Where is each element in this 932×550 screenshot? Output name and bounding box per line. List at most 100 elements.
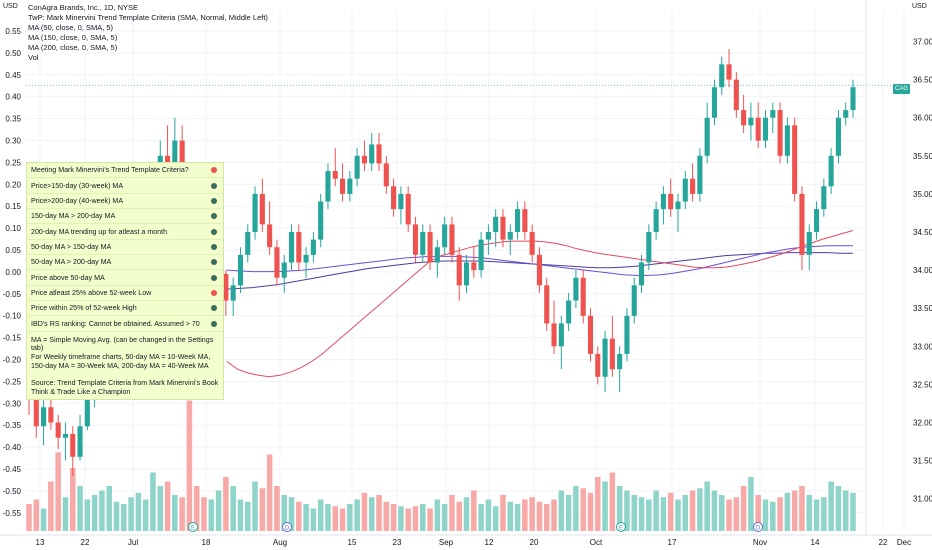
left-axis-tick-label: 0.00 bbox=[5, 268, 21, 277]
ma50-legend[interactable]: MA (50, close, 0, SMA, 5) bbox=[28, 23, 114, 32]
volume-bar bbox=[463, 497, 470, 531]
left-axis-tick-label: -0.35 bbox=[3, 421, 22, 430]
note-spacer bbox=[31, 370, 219, 379]
x-axis-tick-label: Aug bbox=[273, 538, 287, 547]
volume-bar bbox=[449, 495, 455, 531]
symbol-title[interactable]: ConAgra Brands, Inc., 1D, NYSE bbox=[28, 3, 139, 12]
left-axis-tick-label: -0.25 bbox=[3, 377, 22, 386]
candle-body bbox=[347, 178, 353, 194]
candle-body bbox=[303, 254, 309, 263]
right-axis-tick-label: 33.00 bbox=[913, 342, 932, 351]
event-marker-circle bbox=[188, 522, 198, 532]
candle-body bbox=[573, 277, 579, 301]
candle-body bbox=[442, 224, 448, 248]
criteria-row: Price atleast 25% above 52-week Low bbox=[27, 286, 223, 302]
volume-bar bbox=[478, 504, 484, 531]
volume-bar bbox=[697, 488, 703, 531]
right-axis-tick-label: 35.50 bbox=[913, 152, 932, 161]
candle-body bbox=[274, 247, 280, 278]
volume-bar bbox=[646, 499, 652, 531]
candle-body bbox=[536, 254, 542, 286]
volume-bar bbox=[631, 495, 638, 531]
volume-bar bbox=[638, 497, 645, 531]
volume-bar bbox=[157, 486, 164, 531]
volume-bar bbox=[48, 481, 54, 531]
volume-bar bbox=[813, 499, 820, 531]
event-marker-icon[interactable]: D bbox=[282, 522, 292, 532]
volume-bar bbox=[398, 506, 404, 531]
criteria-label: Price>200-day (40-week) MA bbox=[31, 196, 124, 205]
candle-body bbox=[456, 254, 462, 286]
candle-body bbox=[405, 193, 411, 225]
left-axis-tick-label: -0.40 bbox=[3, 443, 22, 452]
candle-body bbox=[55, 422, 61, 438]
event-marker-icon[interactable]: D bbox=[753, 522, 763, 532]
volume-bar bbox=[624, 490, 630, 531]
candle-body bbox=[420, 232, 426, 255]
event-marker-label: E bbox=[191, 526, 195, 532]
volume-bar bbox=[230, 486, 236, 531]
criteria-label: Price above 50-day MA bbox=[31, 273, 105, 282]
candle-body bbox=[281, 262, 287, 278]
candle-body bbox=[259, 193, 265, 225]
indicator-title[interactable]: TwP: Mark Minervini Trend Template Crite… bbox=[28, 13, 268, 22]
symbol-price-tag: CAG bbox=[893, 84, 910, 94]
criteria-row: 150-day MA > 200-day MA bbox=[27, 209, 223, 225]
event-marker-circle bbox=[282, 522, 292, 532]
ma150-legend[interactable]: MA (150, close, 0, SMA, 5) bbox=[28, 33, 118, 42]
volume-bar bbox=[193, 486, 200, 531]
x-axis-tick-label: 18 bbox=[202, 538, 211, 547]
criteria-label: 50-day MA > 200-day MA bbox=[31, 258, 112, 267]
volume-bar bbox=[40, 508, 47, 531]
criteria-label: Price within 25% of 52-week High bbox=[31, 304, 137, 313]
criteria-row: Price within 25% of 52-week High bbox=[27, 301, 223, 317]
left-axis-tick-label: 0.40 bbox=[5, 93, 21, 102]
left-axis-tick-label: 0.10 bbox=[5, 224, 21, 233]
candle-body bbox=[267, 224, 273, 248]
volume-legend[interactable]: Vol bbox=[28, 53, 39, 62]
left-axis-tick-label: -0.50 bbox=[3, 487, 22, 496]
volume-bar bbox=[77, 486, 83, 531]
left-axis-tick-label: 0.35 bbox=[5, 115, 21, 124]
right-axis-tick-label: 31.00 bbox=[913, 495, 932, 504]
status-dot-icon bbox=[211, 320, 217, 327]
left-axis-tick-label: -0.55 bbox=[3, 509, 22, 518]
volume-bar bbox=[376, 495, 382, 531]
volume-bar bbox=[186, 400, 193, 531]
candle-body bbox=[398, 193, 404, 210]
event-marker-icon[interactable]: E bbox=[616, 522, 626, 532]
left-axis-tick-label: 0.30 bbox=[5, 137, 21, 146]
candle-body bbox=[638, 262, 645, 286]
candle-body bbox=[624, 315, 630, 354]
right-axis-tick-label: 36.50 bbox=[913, 76, 932, 85]
left-axis-tick-label: -0.15 bbox=[3, 334, 22, 343]
volume-bar bbox=[485, 499, 492, 531]
volume-bar bbox=[274, 486, 280, 531]
volume-bar bbox=[215, 490, 222, 531]
volume-bar bbox=[427, 508, 433, 531]
volume-bar bbox=[405, 508, 411, 531]
candle-body bbox=[711, 87, 718, 118]
volume-bar bbox=[288, 497, 295, 531]
candle-body bbox=[792, 125, 798, 194]
criteria-row: 50-day MA > 150-day MA bbox=[27, 240, 223, 256]
event-marker-icon[interactable]: E bbox=[188, 522, 198, 532]
x-axis-tick-label: 17 bbox=[668, 538, 677, 547]
volume-bar bbox=[667, 492, 674, 531]
volume-bar bbox=[711, 490, 718, 531]
candle-body bbox=[485, 232, 491, 240]
ma200-legend[interactable]: MA (200, close, 0, SMA, 5) bbox=[28, 43, 118, 52]
candle-body bbox=[646, 232, 652, 263]
criteria-row: 50-day MA > 200-day MA bbox=[27, 255, 223, 271]
event-marker-label: E bbox=[619, 526, 623, 532]
criteria-label: Price>150-day (30-week) MA bbox=[31, 181, 124, 190]
volume-bar bbox=[733, 497, 740, 531]
candle-body bbox=[77, 426, 83, 457]
volume-bar bbox=[456, 501, 463, 531]
candle-body bbox=[296, 232, 302, 263]
volume-bar bbox=[142, 499, 149, 531]
volume-bar bbox=[755, 495, 761, 531]
x-axis-tick-label: 15 bbox=[348, 538, 357, 547]
candle-body bbox=[682, 178, 688, 202]
candle-body bbox=[369, 144, 375, 164]
